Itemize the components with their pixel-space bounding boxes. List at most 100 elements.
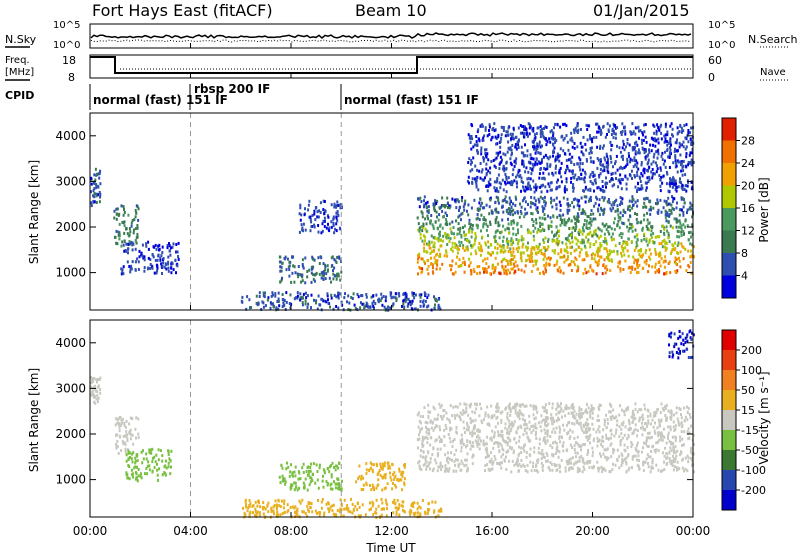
echo-cell [562, 423, 564, 427]
echo-cell [538, 229, 541, 233]
echo-cell [550, 201, 552, 205]
echo-cell [656, 149, 659, 153]
echo-cell [249, 306, 251, 310]
echo-cell [670, 182, 673, 185]
echo-cell [327, 482, 329, 486]
echo-cell [427, 217, 430, 221]
echo-cell [478, 137, 480, 141]
echo-cell [622, 208, 625, 212]
echo-cell [645, 438, 648, 442]
echo-cell [447, 469, 450, 473]
echo-cell [658, 242, 661, 246]
echo-cell [451, 259, 454, 263]
echo-cell [453, 460, 456, 464]
echo-cell [125, 471, 128, 475]
echo-cell [391, 500, 394, 504]
echo-cell [425, 465, 428, 468]
echo-cell [464, 199, 467, 203]
echo-cell [551, 205, 554, 209]
echo-cell [628, 199, 631, 203]
echo-cell [608, 249, 611, 253]
echo-cell [123, 424, 126, 427]
echo-cell [91, 389, 94, 393]
echo-cell [293, 297, 296, 301]
echo-cell [592, 450, 594, 454]
echo-cell [631, 146, 634, 150]
echo-cell [151, 460, 154, 464]
echo-cell [417, 197, 419, 201]
echo-cell [679, 208, 682, 212]
echo-cell [468, 222, 471, 226]
echo-cell [375, 462, 378, 466]
echo-cell [672, 420, 675, 424]
echo-cell [546, 411, 548, 415]
echo-cell [542, 438, 545, 442]
echo-cell [167, 461, 170, 465]
echo-cell [680, 161, 683, 165]
echo-cell [487, 265, 490, 269]
echo-cell [262, 512, 265, 516]
echo-cell [542, 207, 545, 211]
echo-cell [597, 262, 600, 266]
echo-cell [129, 456, 132, 459]
echo-cell [680, 416, 683, 420]
echo-cell [159, 258, 162, 262]
echo-cell [326, 214, 329, 218]
echo-cell [454, 245, 457, 249]
echo-cell [659, 251, 662, 255]
echo-cell [304, 228, 307, 232]
echo-cell [391, 473, 394, 476]
echo-cell [582, 239, 585, 242]
echo-cell [582, 153, 585, 157]
echo-cell [514, 408, 517, 412]
echo-cell [581, 226, 584, 230]
echo-cell [558, 436, 561, 440]
echo-cell [672, 468, 675, 472]
echo-cell [421, 440, 424, 443]
echo-cell [334, 482, 337, 486]
echo-cell [95, 186, 98, 190]
echo-cell [489, 171, 492, 175]
echo-cell [588, 197, 591, 201]
echo-cell [315, 206, 318, 209]
echo-cell [625, 460, 627, 464]
echo-cell [680, 421, 683, 425]
echo-cell [456, 198, 459, 202]
echo-cell [504, 153, 507, 157]
echo-cell [467, 175, 470, 179]
echo-cell [556, 259, 559, 263]
echo-cell [123, 208, 125, 211]
echo-cell [308, 483, 311, 487]
echo-cell [483, 216, 486, 220]
echo-cell [539, 425, 542, 429]
echo-cell [122, 435, 125, 438]
echo-cell [586, 240, 589, 244]
echo-cell [335, 305, 338, 308]
echo-cell [383, 464, 386, 468]
echo-cell [647, 222, 650, 226]
echo-cell [645, 259, 648, 262]
echo-cell [663, 460, 665, 464]
echo-cell [421, 435, 424, 439]
echo-cell [486, 405, 489, 409]
echo-cell [435, 299, 438, 303]
echo-cell [563, 428, 566, 432]
echo-cell [323, 511, 326, 515]
echo-cell [591, 268, 594, 272]
echo-cell [288, 274, 291, 278]
echo-cell [678, 256, 680, 260]
echo-cell [454, 242, 456, 246]
echo-cell [647, 158, 650, 162]
echo-cell [423, 249, 426, 253]
echo-cell [601, 169, 604, 173]
echo-cell [341, 479, 343, 483]
echo-cell [677, 230, 680, 234]
echo-cell [675, 225, 678, 229]
echo-cell [411, 293, 414, 297]
echo-cell [531, 162, 534, 166]
echo-cell [283, 304, 286, 307]
echo-cell [574, 227, 577, 231]
echo-cell [118, 422, 121, 426]
echo-cell [530, 257, 533, 261]
echo-cell [99, 391, 102, 395]
